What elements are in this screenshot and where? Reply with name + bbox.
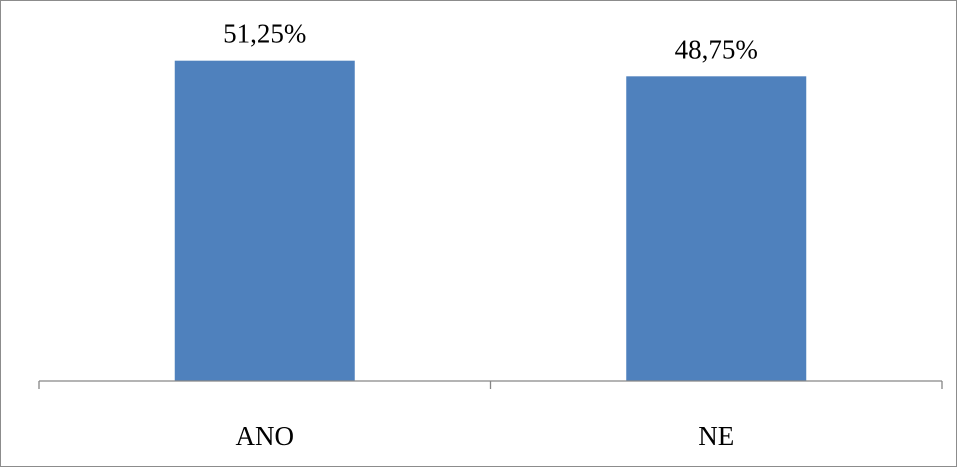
bars-group: [174, 60, 807, 381]
data-label-ne: 48,75%: [675, 34, 758, 64]
bar-ne: [626, 76, 807, 381]
category-label-ne: NE: [698, 421, 734, 451]
x-axis: [38, 380, 943, 389]
labels-group: 51,25% ANO 48,75% NE: [223, 19, 758, 451]
data-label-ano: 51,25%: [223, 19, 306, 49]
bar-ano: [174, 60, 355, 381]
category-label-ano: ANO: [236, 421, 295, 451]
